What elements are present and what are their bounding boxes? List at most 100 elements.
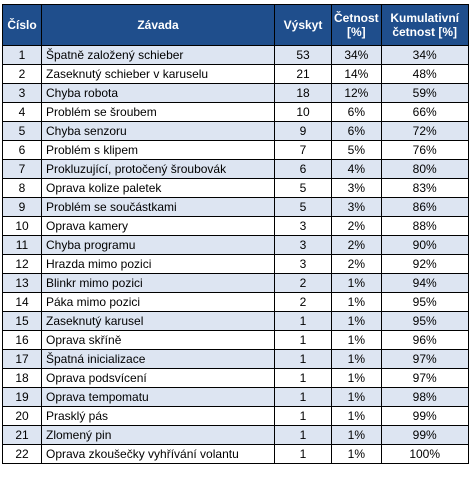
cell-occurrence: 3 — [274, 216, 332, 236]
cell-occurrence: 5 — [274, 197, 332, 217]
cell-cumulative: 96% — [380, 330, 469, 350]
table-row: 8 Oprava kolize paletek 5 3% 83% — [2, 178, 469, 198]
cell-occurrence: 1 — [274, 425, 332, 445]
table-row: 5 Chyba senzoru 9 6% 72% — [2, 121, 469, 141]
cell-defect: Oprava tempomatu — [41, 387, 275, 407]
table-row: 10 Oprava kamery 3 2% 88% — [2, 216, 469, 236]
cell-frequency: 2% — [331, 254, 382, 274]
cell-number: 14 — [2, 292, 42, 312]
table-row: 11 Chyba programu 3 2% 90% — [2, 235, 469, 255]
table-row: 13 Blinkr mimo pozici 2 1% 94% — [2, 273, 469, 293]
cell-frequency: 1% — [331, 330, 382, 350]
cell-cumulative: 92% — [380, 254, 469, 274]
cell-frequency: 1% — [331, 387, 382, 407]
table-row: 7 Prokluzující, protočený šroubovák 6 4% 80% — [2, 159, 469, 179]
header-cumulative-unit: četnost [%] — [392, 25, 457, 39]
table-body: 1 Špatně založený schieber 53 34% 34% 2 Zasekn… — [2, 45, 469, 464]
cell-number: 7 — [2, 159, 42, 179]
cell-number: 2 — [2, 64, 42, 84]
table-row: 15 Zaseknutý karusel 1 1% 95% — [2, 311, 469, 331]
cell-occurrence: 6 — [274, 159, 332, 179]
cell-defect: Špatná inicializace — [41, 349, 275, 369]
table-row: 1 Špatně založený schieber 53 34% 34% — [2, 45, 469, 65]
cell-frequency: 1% — [331, 292, 382, 312]
cell-number: 21 — [2, 425, 42, 445]
cell-number: 12 — [2, 254, 42, 274]
cell-number: 10 — [2, 216, 42, 236]
cell-frequency: 6% — [331, 121, 382, 141]
cell-occurrence: 1 — [274, 368, 332, 388]
cell-occurrence: 21 — [274, 64, 332, 84]
cell-defect: Páka mimo pozici — [41, 292, 275, 312]
cell-cumulative: 88% — [380, 216, 469, 236]
header-cumulative: Kumulativní četnost [%] — [380, 4, 469, 46]
cell-cumulative: 48% — [380, 64, 469, 84]
cell-number: 20 — [2, 406, 42, 426]
cell-number: 17 — [2, 349, 42, 369]
table-row: 20 Prasklý pás 1 1% 99% — [2, 406, 469, 426]
table-row: 6 Problém s klipem 7 5% 76% — [2, 140, 469, 160]
cell-frequency: 5% — [331, 140, 382, 160]
cell-cumulative: 99% — [380, 425, 469, 445]
cell-occurrence: 18 — [274, 83, 332, 103]
cell-occurrence: 9 — [274, 121, 332, 141]
cell-cumulative: 98% — [380, 387, 469, 407]
cell-cumulative: 80% — [380, 159, 469, 179]
cell-cumulative: 83% — [380, 178, 469, 198]
cell-number: 5 — [2, 121, 42, 141]
cell-occurrence: 1 — [274, 387, 332, 407]
cell-number: 22 — [2, 444, 42, 464]
table-row: 4 Problém se šroubem 10 6% 66% — [2, 102, 469, 122]
cell-number: 8 — [2, 178, 42, 198]
cell-number: 15 — [2, 311, 42, 331]
cell-frequency: 4% — [331, 159, 382, 179]
cell-cumulative: 66% — [380, 102, 469, 122]
cell-cumulative: 97% — [380, 368, 469, 388]
cell-cumulative: 100% — [380, 444, 469, 464]
cell-frequency: 1% — [331, 349, 382, 369]
cell-defect: Hrazda mimo pozici — [41, 254, 275, 274]
cell-frequency: 6% — [331, 102, 382, 122]
cell-frequency: 2% — [331, 216, 382, 236]
table-row: 17 Špatná inicializace 1 1% 97% — [2, 349, 469, 369]
cell-number: 18 — [2, 368, 42, 388]
cell-number: 1 — [2, 45, 42, 65]
cell-cumulative: 99% — [380, 406, 469, 426]
cell-number: 11 — [2, 235, 42, 255]
cell-occurrence: 3 — [274, 235, 332, 255]
table-row: 19 Oprava tempomatu 1 1% 98% — [2, 387, 469, 407]
table-row: 18 Oprava podsvícení 1 1% 97% — [2, 368, 469, 388]
table-row: 22 Oprava zkoušečky vyhřívání volantu 1 1% 1… — [2, 444, 469, 464]
cell-defect: Prokluzující, protočený šroubovák — [41, 159, 275, 179]
table-row: 16 Oprava skříně 1 1% 96% — [2, 330, 469, 350]
cell-occurrence: 1 — [274, 330, 332, 350]
cell-occurrence: 10 — [274, 102, 332, 122]
table-row: 21 Zlomený pin 1 1% 99% — [2, 425, 469, 445]
cell-cumulative: 95% — [380, 311, 469, 331]
cell-occurrence: 53 — [274, 45, 332, 65]
defect-pareto-table: Číslo Závada Výskyt Četnost [%] Kumulativ… — [2, 4, 469, 464]
cell-defect: Oprava zkoušečky vyhřívání volantu — [41, 444, 275, 464]
header-frequency-label: Četnost — [334, 11, 379, 25]
cell-number: 3 — [2, 83, 42, 103]
cell-frequency: 1% — [331, 406, 382, 426]
cell-frequency: 2% — [331, 235, 382, 255]
cell-number: 16 — [2, 330, 42, 350]
cell-frequency: 3% — [331, 197, 382, 217]
table-row: 9 Problém se součástkami 5 3% 86% — [2, 197, 469, 217]
cell-occurrence: 1 — [274, 311, 332, 331]
cell-frequency: 1% — [331, 425, 382, 445]
cell-defect: Prasklý pás — [41, 406, 275, 426]
cell-defect: Chyba robota — [41, 83, 275, 103]
cell-defect: Oprava kolize paletek — [41, 178, 275, 198]
header-defect-label: Závada — [137, 18, 179, 32]
cell-frequency: 1% — [331, 273, 382, 293]
cell-cumulative: 86% — [380, 197, 469, 217]
header-frequency-unit: [%] — [347, 25, 366, 39]
cell-cumulative: 72% — [380, 121, 469, 141]
table-row: 2 Zaseknutý schieber v karuselu 21 14% 48% — [2, 64, 469, 84]
cell-frequency: 12% — [331, 83, 382, 103]
cell-cumulative: 94% — [380, 273, 469, 293]
cell-defect: Chyba senzoru — [41, 121, 275, 141]
table-row: 12 Hrazda mimo pozici 3 2% 92% — [2, 254, 469, 274]
